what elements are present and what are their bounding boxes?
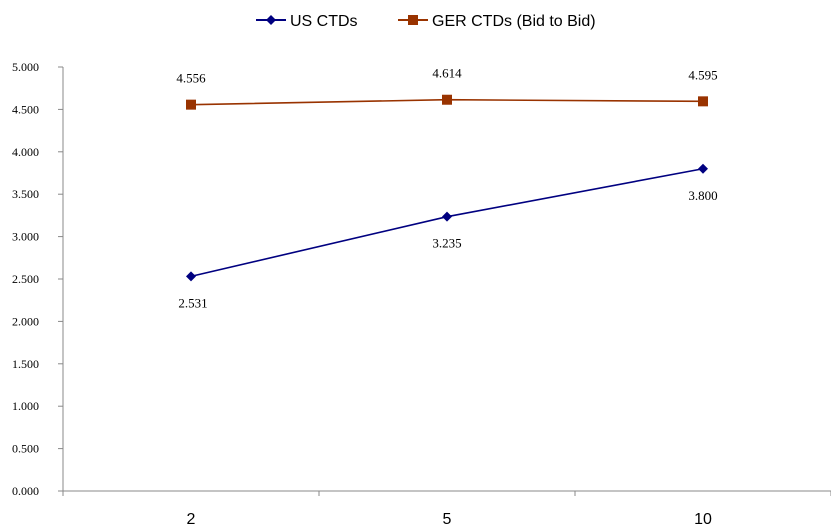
legend: US CTDs GER CTDs (Bid to Bid) — [256, 13, 596, 30]
x-tick-label: 2 — [187, 511, 196, 528]
data-label: 3.235 — [432, 236, 461, 251]
y-tick-label: 2.500 — [12, 272, 39, 286]
series-ger-ctds: 4.556 4.614 4.595 — [176, 66, 717, 110]
data-point — [698, 164, 708, 174]
y-tick-label: 5.000 — [12, 60, 39, 74]
legend-item-us: US CTDs — [256, 13, 358, 30]
data-point — [186, 271, 196, 281]
y-tick-label: 1.000 — [12, 399, 39, 413]
data-label: 2.531 — [178, 295, 207, 310]
y-tick-label: 3.000 — [12, 230, 39, 244]
data-label: 3.800 — [688, 188, 717, 203]
x-tick-label: 5 — [443, 511, 452, 528]
axes: 0.000 0.500 1.000 1.500 2.000 2.500 3.000 3.500… — [12, 60, 831, 528]
data-point — [186, 100, 196, 110]
y-tick-label: 4.000 — [12, 145, 39, 159]
y-tick-label: 3.500 — [12, 187, 39, 201]
legend-label-us: US CTDs — [290, 13, 358, 30]
data-label: 4.556 — [176, 71, 206, 86]
square-marker-icon — [408, 15, 418, 25]
x-tick-label: 10 — [694, 511, 712, 528]
series-us-ctds: 2.531 3.235 3.800 — [178, 164, 717, 311]
y-tick-label: 4.500 — [12, 102, 39, 116]
data-label: 4.595 — [688, 67, 717, 82]
legend-label-ger: GER CTDs (Bid to Bid) — [432, 13, 596, 30]
y-tick-label: 0.000 — [12, 484, 39, 498]
data-point — [698, 96, 708, 106]
legend-item-ger: GER CTDs (Bid to Bid) — [398, 13, 596, 30]
diamond-marker-icon — [266, 15, 276, 25]
y-tick-label: 1.500 — [12, 357, 39, 371]
series-line — [191, 169, 703, 277]
y-tick-label: 0.500 — [12, 442, 39, 456]
data-point — [442, 95, 452, 105]
data-label: 4.614 — [432, 66, 462, 81]
series-layer: 2.531 3.235 3.800 4.556 4.614 4.595 — [176, 66, 717, 311]
data-point — [442, 212, 452, 222]
y-tick-label: 2.000 — [12, 314, 39, 328]
